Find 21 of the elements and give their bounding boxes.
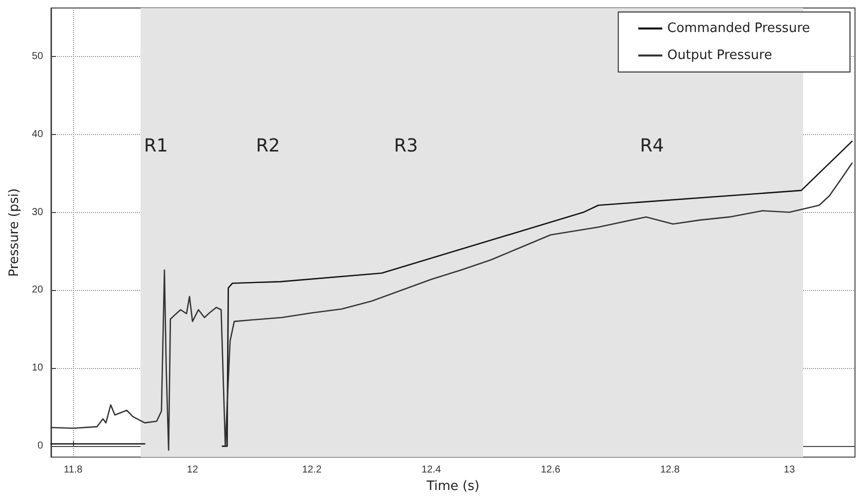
legend-label: Output Pressure [667,48,772,63]
annotation: R1 [144,136,168,156]
y-tick-label: 30 [32,206,44,218]
y-tick-label: 10 [32,362,44,374]
x-tick-label: 12 [186,464,198,476]
annotation: R4 [640,136,664,156]
y-tick-label: 50 [32,50,44,62]
x-tick-label: 12.8 [660,464,680,476]
x-tick-label: 13 [784,464,796,476]
x-tick-label: 12.6 [540,464,561,476]
y-axis-title: Pressure (psi) [7,188,22,277]
y-tick-label: 20 [32,284,44,296]
x-tick-label: 12.2 [302,464,322,476]
annotation: R2 [256,136,280,156]
y-tick-label: 0 [37,440,44,452]
annotation: R3 [394,136,418,156]
x-axis-title: Time (s) [426,479,480,494]
y-tick-label: 40 [32,128,44,140]
x-tick-label: 12.4 [421,464,442,476]
legend-label: Commanded Pressure [667,21,810,36]
x-tick-label: 11.8 [64,464,83,476]
